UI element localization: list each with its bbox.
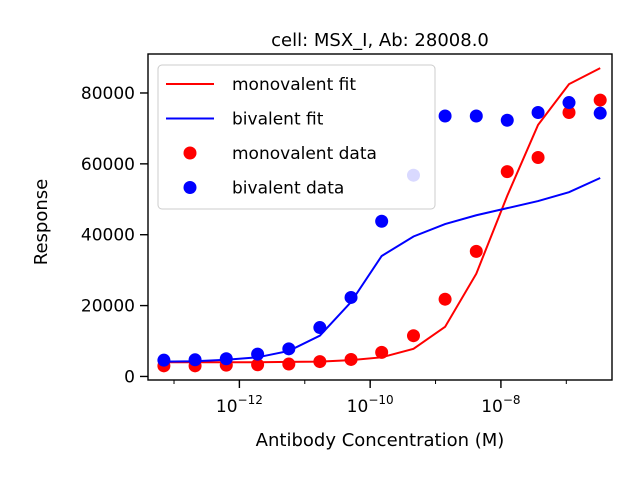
data-point-3-6 xyxy=(344,290,358,304)
y-tick-label: 60000 xyxy=(81,155,135,175)
plot-content xyxy=(157,67,607,373)
data-point-2-12 xyxy=(531,150,545,164)
data-point-3-7 xyxy=(375,214,389,228)
data-point-3-13 xyxy=(562,96,576,110)
data-point-2-4 xyxy=(282,357,296,371)
data-point-3-1 xyxy=(188,353,202,367)
data-point-3-0 xyxy=(157,353,171,367)
x-axis-label: Antibody Concentration (M) xyxy=(256,430,505,451)
y-tick-label: 0 xyxy=(124,367,135,387)
data-point-2-6 xyxy=(344,352,358,366)
data-point-3-4 xyxy=(282,342,296,356)
x-tick-exponent: −10 xyxy=(368,393,393,407)
legend-label: monovalent fit xyxy=(232,75,356,95)
data-point-3-3 xyxy=(251,347,265,361)
legend-marker-swatch xyxy=(183,181,197,194)
data-point-3-9 xyxy=(438,109,452,123)
plot-frame xyxy=(147,53,613,381)
x-tick-exponent: −8 xyxy=(503,393,521,407)
x-tick-label: 10−10 xyxy=(347,393,394,417)
legend-marker-swatch xyxy=(183,146,197,160)
legend-label: bivalent fit xyxy=(232,110,324,130)
x-tick-exponent: −12 xyxy=(238,393,263,407)
data-point-2-10 xyxy=(469,244,483,258)
legend: monovalent fit bivalent fit monovalent dat… xyxy=(157,64,436,210)
legend-label: bivalent data xyxy=(232,179,344,199)
data-point-2-3 xyxy=(251,358,265,372)
chart-title: cell: MSX_I, Ab: 28008.0 xyxy=(271,30,489,51)
y-axis-label: Response xyxy=(31,179,52,265)
x-tick-label: 10−12 xyxy=(216,393,263,417)
data-point-2-13 xyxy=(562,105,576,119)
y-tick-label: 40000 xyxy=(81,226,135,246)
data-point-3-14 xyxy=(593,106,607,120)
data-point-2-7 xyxy=(375,345,389,359)
x-tick-label: 10−8 xyxy=(481,393,520,417)
legend-label: monovalent data xyxy=(232,144,377,164)
data-point-3-2 xyxy=(219,352,233,366)
data-point-3-5 xyxy=(313,321,327,335)
legend-box xyxy=(157,64,436,210)
y-axis: 0 20000 40000 60000 80000 xyxy=(81,84,148,387)
y-tick-label: 20000 xyxy=(81,297,135,317)
data-point-2-14 xyxy=(593,93,607,107)
x-axis: 10−12 10−10 10−8 xyxy=(173,380,567,417)
x-tick-base: 10 xyxy=(481,397,503,417)
x-tick-base: 10 xyxy=(216,397,238,417)
data-point-3-10 xyxy=(469,109,483,123)
data-point-2-8 xyxy=(406,329,420,343)
y-tick-label: 80000 xyxy=(81,84,135,104)
data-point-2-11 xyxy=(500,165,514,179)
data-point-2-5 xyxy=(313,355,327,369)
x-tick-base: 10 xyxy=(347,397,369,417)
data-point-3-12 xyxy=(531,105,545,119)
series-line-1 xyxy=(163,177,601,363)
data-point-3-11 xyxy=(500,113,514,127)
data-point-2-9 xyxy=(438,292,452,306)
